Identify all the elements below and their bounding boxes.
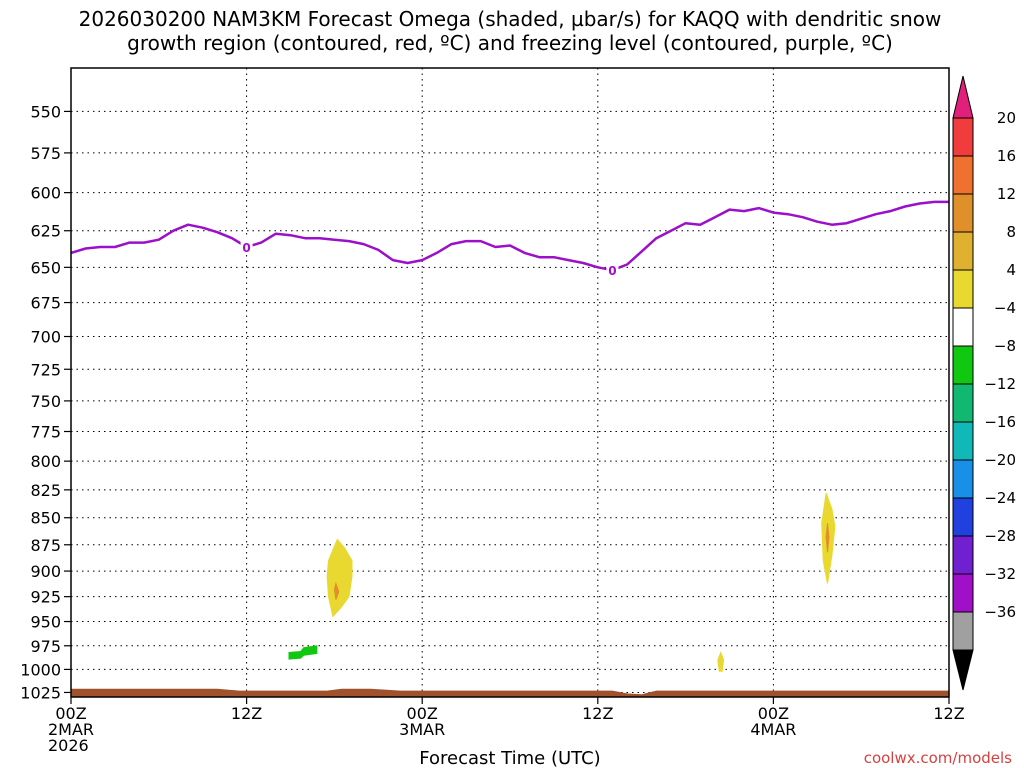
colorbar-segment <box>952 421 974 461</box>
colorbar-segment <box>952 573 974 613</box>
omega-area <box>333 581 340 600</box>
x-tick-label: 12Z <box>933 704 964 723</box>
y-tick-label: 750 <box>30 392 61 411</box>
y-tick-label: 625 <box>30 222 61 241</box>
plot-background <box>71 68 949 697</box>
omega-area <box>288 645 318 660</box>
y-tick-label: 675 <box>30 294 61 313</box>
y-tick-label: 900 <box>30 562 61 581</box>
y-tick-label: 575 <box>30 144 61 163</box>
y-tick-label: 975 <box>30 637 61 656</box>
colorbar-label: −20 <box>984 451 1016 469</box>
y-tick-label: 600 <box>30 184 61 203</box>
y-tick-label: 725 <box>30 360 61 379</box>
y-axis-ticks: 550 575 600 625 650 675 700 725 750 775 800 825 850 8… <box>20 102 71 702</box>
colorbar-label: 16 <box>997 147 1016 165</box>
colorbar: 20 16 12 8 4 −4 −8 −12 −16 −20 −24 −28 −32 −36 <box>952 75 1016 691</box>
colorbar-segment <box>952 383 974 423</box>
chart-title-line2: growth region (contoured, red, ºC) and f… <box>127 31 893 55</box>
x-tick-label: 12Z <box>231 704 262 723</box>
y-tick-label: 1025 <box>20 683 61 702</box>
x-tick-label: 12Z <box>582 704 613 723</box>
colorbar-label: 4 <box>1006 261 1016 279</box>
colorbar-label: 8 <box>1006 223 1016 241</box>
colorbar-segment <box>952 307 974 347</box>
contour-label-bg <box>240 238 253 256</box>
contour-label-bg <box>606 261 619 279</box>
y-tick-label: 825 <box>30 481 61 500</box>
y-tick-label: 875 <box>30 536 61 555</box>
freezing-level-label: 0 <box>242 241 250 255</box>
plot-frame <box>70 67 950 698</box>
y-tick-label: 775 <box>30 423 61 442</box>
y-tick-label: 925 <box>30 588 61 607</box>
terrain-fill <box>71 688 949 697</box>
x-tick-label: 2026 <box>48 736 89 755</box>
y-tick-label: 700 <box>30 328 61 347</box>
freezing-level-label: 0 <box>608 264 616 278</box>
freezing-level-line <box>70 200 949 272</box>
colorbar-segment <box>952 155 974 195</box>
x-tick-label: 00Z <box>758 704 789 723</box>
omega-area <box>326 538 353 618</box>
colorbar-label: −32 <box>984 565 1016 583</box>
y-tick-label: 650 <box>30 258 61 277</box>
colorbar-segment <box>952 269 974 309</box>
colorbar-segment <box>952 193 974 233</box>
colorbar-label: −16 <box>984 413 1016 431</box>
x-axis-label: Forecast Time (UTC) <box>419 748 600 768</box>
colorbar-label: −4 <box>994 299 1016 317</box>
colorbar-label: −24 <box>984 489 1016 507</box>
colorbar-segment <box>952 497 974 537</box>
y-tick-label: 800 <box>30 452 61 471</box>
y-tick-label: 850 <box>30 509 61 528</box>
x-tick-label: 4MAR <box>750 720 796 739</box>
colorbar-segment <box>952 231 974 271</box>
site-credit: coolwx.com/models <box>864 749 1012 767</box>
omega-area <box>825 523 830 553</box>
x-tick-label: 2MAR <box>48 720 94 739</box>
terrain-area <box>71 688 949 697</box>
y-tick-label: 1000 <box>20 660 61 679</box>
x-gridlines <box>246 68 774 697</box>
x-tick-label: 00Z <box>55 704 86 723</box>
chart-title-line1: 2026030200 NAM3KM Forecast Omega (shaded… <box>79 7 942 31</box>
x-tick-label: 00Z <box>407 704 438 723</box>
omega-shading <box>288 493 836 672</box>
colorbar-segment <box>952 345 974 385</box>
colorbar-top-arrow <box>952 75 974 119</box>
freezing-level-contour: 00 <box>70 200 949 279</box>
colorbar-label: −12 <box>984 375 1016 393</box>
colorbar-segment <box>952 535 974 575</box>
y-tick-label: 550 <box>30 102 61 121</box>
colorbar-label: 20 <box>997 109 1016 127</box>
colorbar-segment <box>952 459 974 499</box>
plot-area: 00 <box>70 67 950 698</box>
x-tick-label: 3MAR <box>399 720 445 739</box>
colorbar-segment <box>952 117 974 157</box>
colorbar-label: 12 <box>997 185 1016 203</box>
colorbar-segment <box>952 611 974 651</box>
omega-area <box>717 651 725 672</box>
y-tick-label: 950 <box>30 613 61 632</box>
colorbar-bottom-arrow <box>952 649 974 691</box>
colorbar-label: −8 <box>994 337 1016 355</box>
colorbar-label: −28 <box>984 527 1016 545</box>
colorbar-label: −36 <box>984 603 1016 621</box>
y-gridlines <box>71 110 949 693</box>
